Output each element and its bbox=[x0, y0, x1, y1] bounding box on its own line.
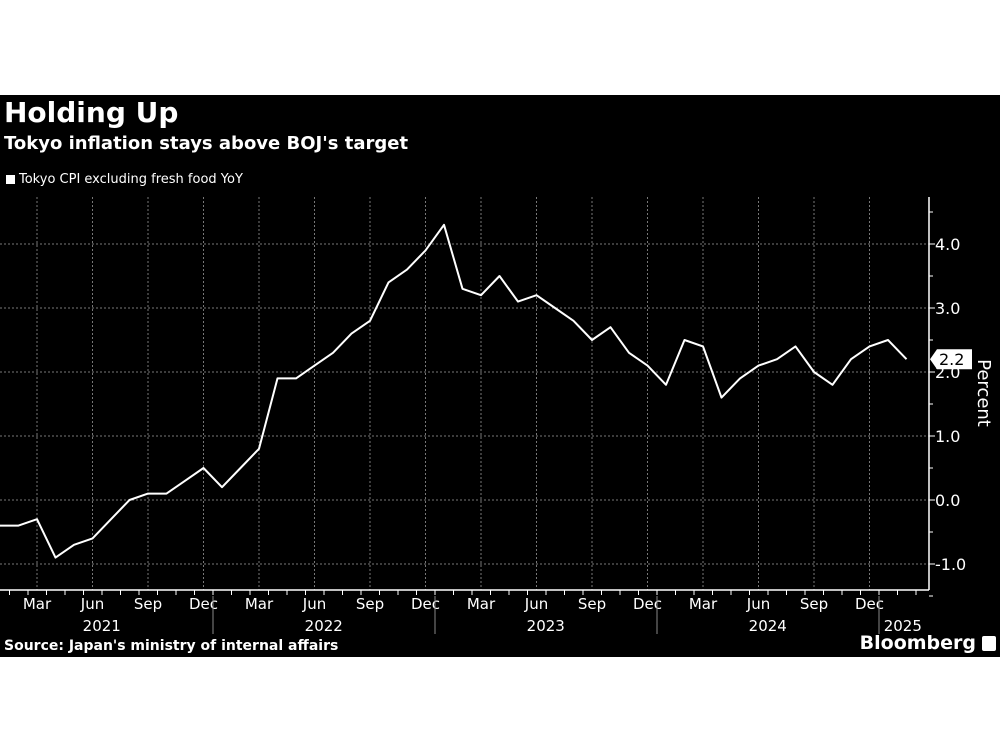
y-axis-label: Percent bbox=[973, 359, 994, 427]
series-line bbox=[0, 223, 908, 559]
x-tick-label: Dec bbox=[855, 595, 884, 613]
chart-panel bbox=[0, 95, 1000, 657]
x-tick-label: Dec bbox=[411, 595, 440, 613]
bloomberg-chart-icon bbox=[982, 636, 996, 651]
y-tick-label: 1.0 bbox=[935, 427, 960, 446]
x-tick-label: Jun bbox=[302, 595, 326, 613]
chart-subtitle: Tokyo inflation stays above BOJ's target bbox=[4, 133, 409, 154]
year-label: 2025 bbox=[884, 617, 922, 635]
x-tick-label: Sep bbox=[578, 595, 606, 613]
year-label: 2022 bbox=[305, 617, 343, 635]
x-tick-label: Mar bbox=[23, 595, 52, 613]
x-tick-label: Sep bbox=[356, 595, 384, 613]
y-tick-label: -1.0 bbox=[935, 555, 966, 574]
y-tick-label: 0.0 bbox=[935, 491, 960, 510]
y-tick-label: 4.0 bbox=[935, 235, 960, 254]
x-tick-label: Sep bbox=[800, 595, 828, 613]
x-tick-label: Jun bbox=[524, 595, 548, 613]
year-label: 2024 bbox=[749, 617, 787, 635]
x-tick-label: Mar bbox=[467, 595, 496, 613]
last-value-tag bbox=[930, 349, 972, 370]
legend-swatch bbox=[6, 175, 15, 184]
bloomberg-logo: Bloomberg bbox=[859, 632, 976, 654]
x-tick-label: Dec bbox=[189, 595, 218, 613]
source-note: Source: Japan's ministry of internal aff… bbox=[4, 638, 339, 654]
year-label: 2021 bbox=[83, 617, 121, 635]
x-tick-label: Jun bbox=[80, 595, 104, 613]
last-value-label: 2.2 bbox=[939, 350, 964, 369]
x-tick-label: Mar bbox=[689, 595, 718, 613]
y-tick-label: 3.0 bbox=[935, 299, 960, 318]
legend-label: Tokyo CPI excluding fresh food YoY bbox=[19, 172, 243, 187]
year-label: 2023 bbox=[527, 617, 565, 635]
x-tick-label: Dec bbox=[633, 595, 662, 613]
x-tick-label: Jun bbox=[746, 595, 770, 613]
legend: Tokyo CPI excluding fresh food YoY bbox=[6, 172, 243, 187]
x-tick-label: Mar bbox=[245, 595, 274, 613]
chart-title: Holding Up bbox=[4, 96, 179, 129]
x-tick-label: Sep bbox=[134, 595, 162, 613]
